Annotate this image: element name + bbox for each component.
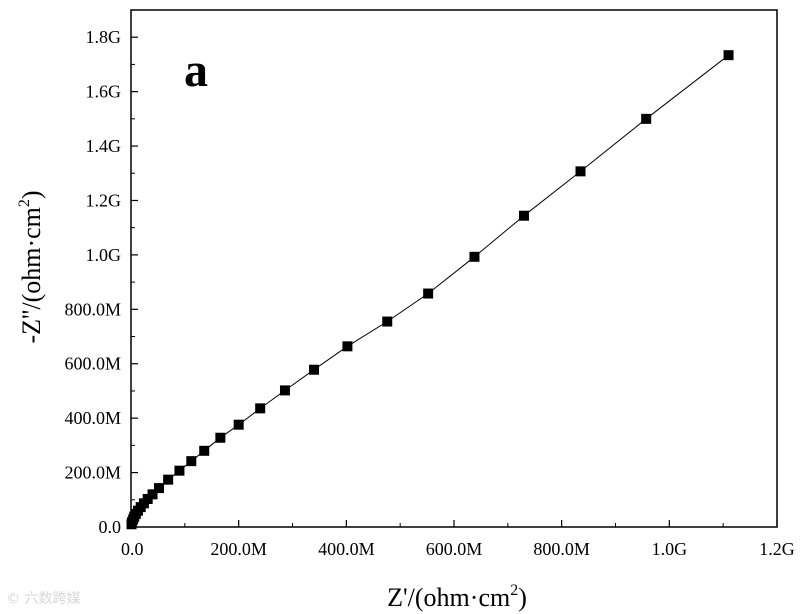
x-axis-title-superscript: 2: [510, 582, 518, 599]
y-tick-label: 0.0: [99, 517, 122, 537]
y-tick-label: 600.0M: [64, 354, 121, 374]
data-point: [309, 364, 320, 375]
x-tick-label: 200.0M: [210, 539, 267, 559]
plot-frame: [130, 9, 778, 528]
y-tick-label: 200.0M: [64, 463, 121, 483]
data-point: [723, 50, 734, 61]
y-axis-title-superscript: 2: [16, 199, 33, 207]
data-point: [215, 432, 226, 443]
y-axis-title-main: -Z''/(ohm·cm: [17, 207, 46, 343]
y-tick-label: 1.4G: [86, 136, 122, 156]
data-point: [233, 419, 244, 430]
x-tick-label: 0.0: [121, 539, 144, 559]
x-tick-label: 1.2G: [759, 539, 795, 559]
y-tick-label: 1.8G: [86, 27, 122, 47]
data-point: [575, 166, 586, 177]
data-point: [518, 210, 529, 221]
y-tick-label: 1.0G: [86, 245, 122, 265]
y-tick-label: 800.0M: [64, 299, 121, 319]
data-point: [153, 483, 164, 494]
axis-ticks: [130, 36, 778, 528]
y-tick-labels: 0.0 200.0M 400.0M 600.0M 800.0M 1.0G 1.2G 1.4G 1…: [64, 27, 121, 537]
x-tick-label: 800.0M: [533, 539, 590, 559]
data-point: [342, 341, 353, 352]
x-axis-title: Z'/(ohm·cm2): [387, 582, 527, 612]
data-point: [147, 489, 158, 500]
x-axis-title-main: Z'/(ohm·cm: [387, 583, 510, 612]
data-point: [469, 251, 480, 262]
data-point: [199, 445, 210, 456]
y-tick-label: 1.6G: [86, 82, 122, 102]
data-point: [423, 288, 434, 299]
x-tick-label: 600.0M: [426, 539, 483, 559]
y-axis-title-close: ): [17, 190, 46, 199]
x-tick-label: 400.0M: [318, 539, 375, 559]
x-tick-labels: 0.0 200.0M 400.0M 600.0M 800.0M 1.0G 1.2G: [121, 539, 795, 559]
y-tick-label: 400.0M: [64, 408, 121, 428]
data-point: [279, 385, 290, 396]
data-point: [174, 465, 185, 476]
y-axis-title: -Z''/(ohm·cm2): [16, 190, 46, 343]
y-tick-label: 1.2G: [86, 190, 122, 210]
x-tick-label: 1.0G: [652, 539, 688, 559]
x-axis-title-close: ): [518, 583, 527, 612]
data-series: [126, 50, 734, 530]
data-point: [186, 456, 197, 467]
data-point: [641, 113, 652, 124]
data-point: [163, 474, 174, 485]
watermark: © 六数跨媒: [6, 591, 81, 607]
data-point: [255, 403, 266, 414]
plot-area: [130, 9, 778, 528]
data-point: [382, 316, 393, 327]
panel-label: a: [184, 44, 208, 97]
